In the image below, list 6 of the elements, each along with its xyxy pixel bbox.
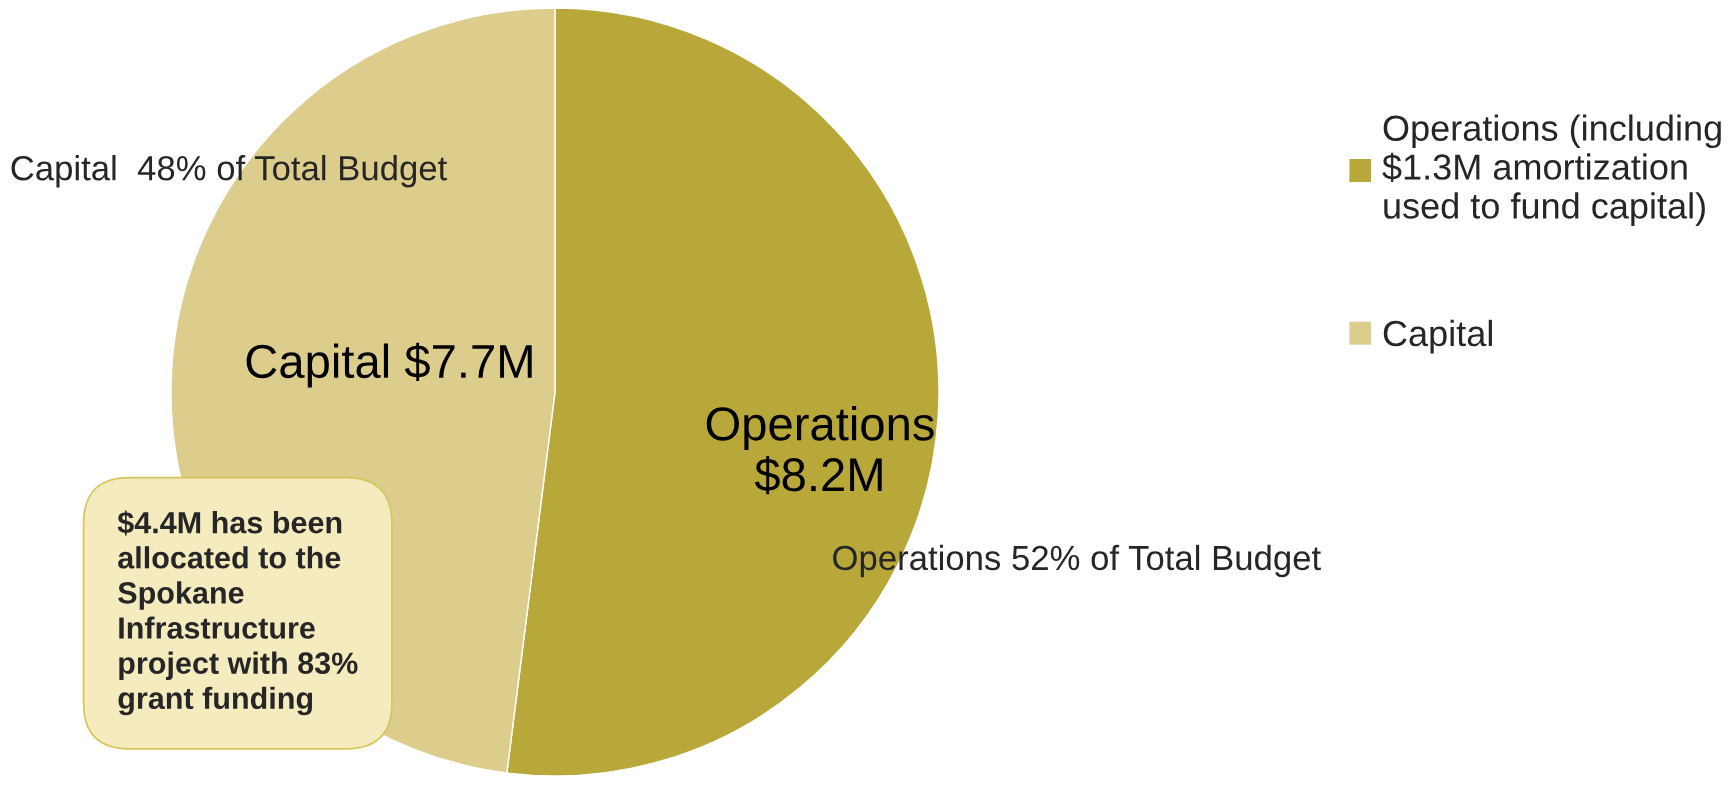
data-label: Capital $7.7M: [246, 342, 532, 388]
data-label: Operations $8.2M: [706, 406, 934, 495]
legend-label: Operations (including $1.3M amortization used to fund capital): [1382, 114, 1721, 226]
text: Capital 48% of Total Budget: [11, 155, 448, 188]
legend-label: Capital: [1383, 319, 1492, 354]
text: $4.4M has been allocated to the Spokane Infrastructure project with 83% grant funding: [117, 510, 358, 716]
